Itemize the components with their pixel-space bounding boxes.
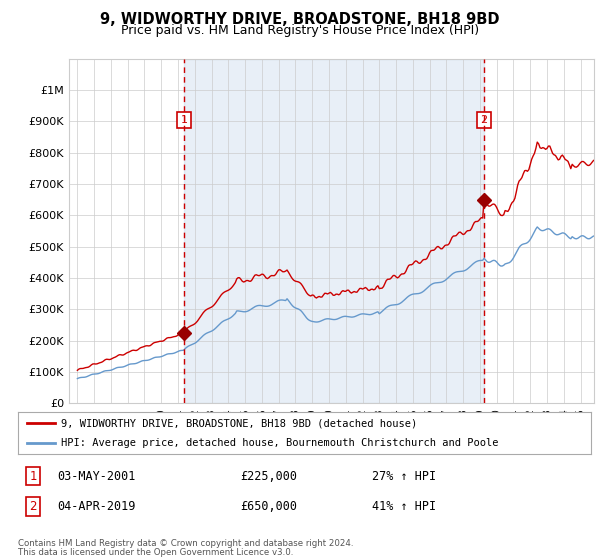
Text: 04-APR-2019: 04-APR-2019 bbox=[57, 500, 136, 514]
Bar bbox=[184, 59, 484, 403]
Text: 2: 2 bbox=[29, 500, 37, 514]
Text: 03-MAY-2001: 03-MAY-2001 bbox=[57, 469, 136, 483]
Text: 27% ↑ HPI: 27% ↑ HPI bbox=[372, 469, 436, 483]
Text: 1: 1 bbox=[181, 115, 188, 125]
Text: 2: 2 bbox=[481, 115, 488, 125]
Text: Contains HM Land Registry data © Crown copyright and database right 2024.: Contains HM Land Registry data © Crown c… bbox=[18, 539, 353, 548]
Text: HPI: Average price, detached house, Bournemouth Christchurch and Poole: HPI: Average price, detached house, Bour… bbox=[61, 438, 499, 448]
Text: £225,000: £225,000 bbox=[240, 469, 297, 483]
Text: £650,000: £650,000 bbox=[240, 500, 297, 514]
Text: 9, WIDWORTHY DRIVE, BROADSTONE, BH18 9BD (detached house): 9, WIDWORTHY DRIVE, BROADSTONE, BH18 9BD… bbox=[61, 418, 417, 428]
Text: 9, WIDWORTHY DRIVE, BROADSTONE, BH18 9BD: 9, WIDWORTHY DRIVE, BROADSTONE, BH18 9BD bbox=[100, 12, 500, 27]
Text: 41% ↑ HPI: 41% ↑ HPI bbox=[372, 500, 436, 514]
Text: This data is licensed under the Open Government Licence v3.0.: This data is licensed under the Open Gov… bbox=[18, 548, 293, 557]
Text: 1: 1 bbox=[29, 469, 37, 483]
Text: Price paid vs. HM Land Registry's House Price Index (HPI): Price paid vs. HM Land Registry's House … bbox=[121, 24, 479, 36]
